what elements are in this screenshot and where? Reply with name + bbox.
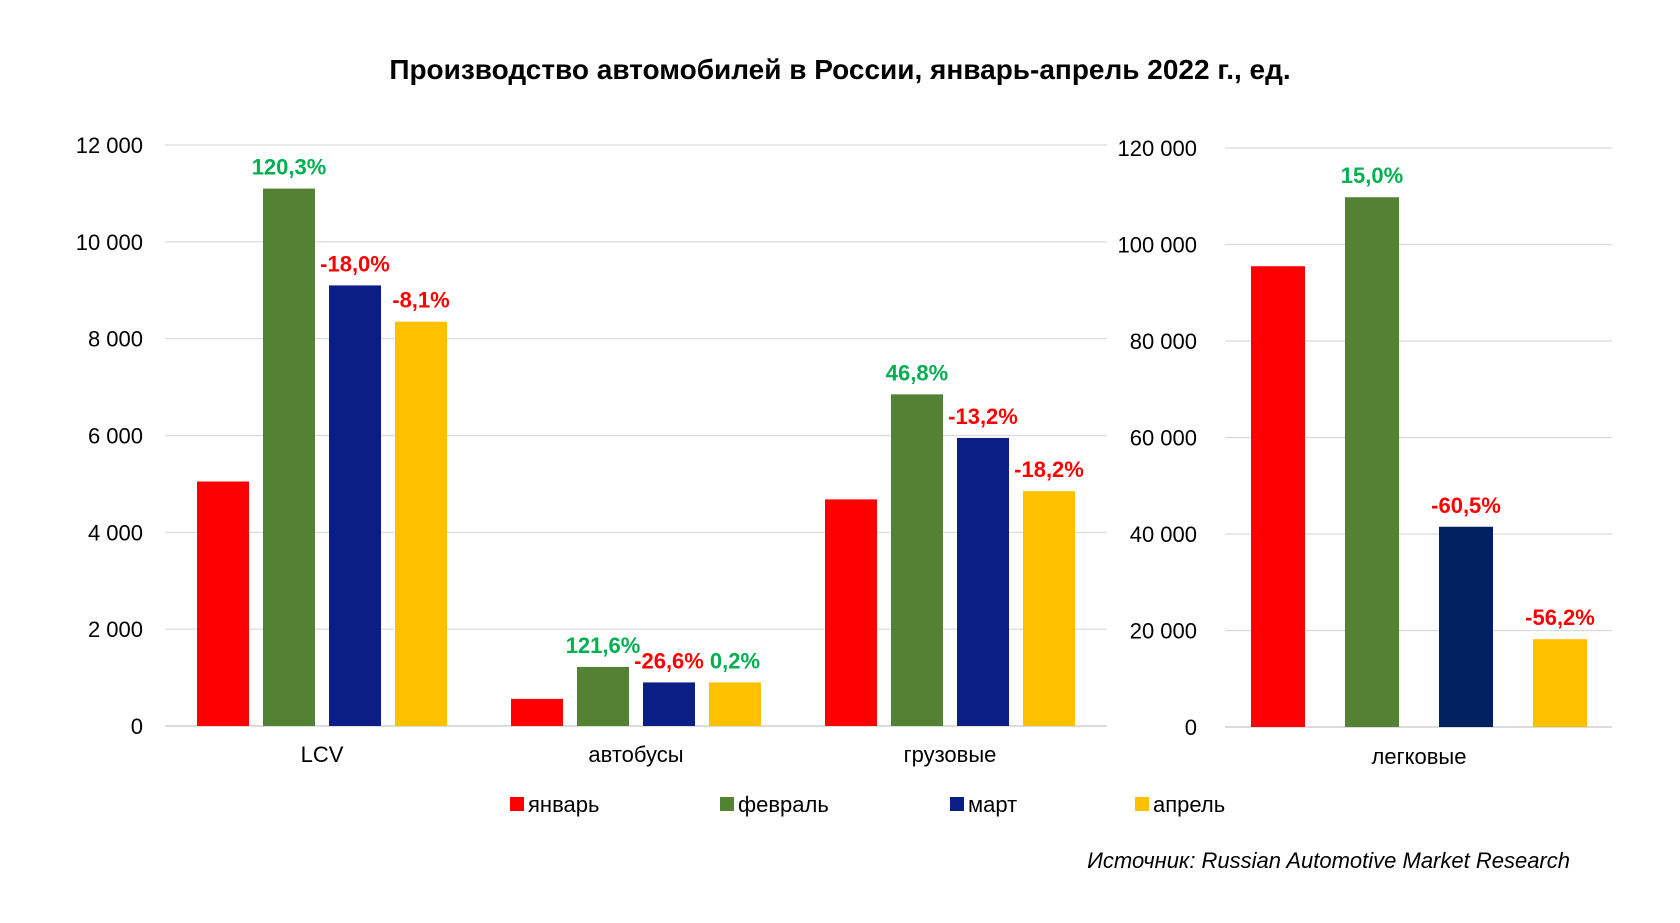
y-tick-label: 0 [1185, 715, 1197, 740]
source-note: Источник: Russian Automotive Market Rese… [1087, 848, 1570, 873]
y-tick-label: 120 000 [1117, 136, 1197, 161]
bar-апрель [709, 682, 761, 726]
bar-январь [825, 499, 877, 726]
y-tick-label: 10 000 [76, 230, 143, 255]
y-tick-label: 20 000 [1130, 619, 1197, 644]
bar-февраль [577, 666, 629, 726]
y-tick-label: 100 000 [1117, 233, 1197, 258]
legend-swatch-январь [510, 797, 524, 811]
bar-февраль [1345, 197, 1399, 728]
bar-апрель [1023, 491, 1075, 726]
y-tick-label: 12 000 [76, 133, 143, 158]
y-tick-label: 6 000 [88, 424, 143, 449]
data-label: -18,0% [320, 251, 390, 276]
legend-label: февраль [738, 792, 829, 817]
data-label: -56,2% [1525, 605, 1595, 630]
y-tick-label: 2 000 [88, 617, 143, 642]
bar-март [329, 285, 381, 726]
data-label: -26,6% [634, 648, 704, 673]
y-tick-label: 80 000 [1130, 329, 1197, 354]
legend-label: январь [528, 792, 599, 817]
bar-февраль [263, 188, 315, 726]
data-label: -18,2% [1014, 457, 1084, 482]
data-label: 120,3% [252, 155, 327, 180]
data-label: 0,2% [710, 648, 760, 673]
bar-январь [511, 698, 563, 726]
y-tick-label: 0 [131, 714, 143, 739]
data-label: 46,8% [886, 360, 948, 385]
y-tick-label: 60 000 [1130, 426, 1197, 451]
data-label: -8,1% [392, 288, 449, 313]
chart-title: Производство автомобилей в России, январ… [389, 54, 1291, 85]
legend-swatch-февраль [720, 797, 734, 811]
data-label: 121,6% [566, 633, 641, 658]
bar-март [1439, 526, 1493, 727]
bar-февраль [891, 394, 943, 726]
bar-апрель [1533, 639, 1587, 727]
y-tick-label: 40 000 [1130, 522, 1197, 547]
category-label: грузовые [904, 742, 997, 767]
bar-январь [1251, 266, 1305, 727]
legend-label: апрель [1153, 792, 1225, 817]
bar-январь [197, 481, 249, 726]
bar-апрель [395, 321, 447, 726]
legend-label: март [968, 792, 1017, 817]
bar-март [643, 682, 695, 726]
data-label: -13,2% [948, 404, 1018, 429]
y-tick-label: 8 000 [88, 327, 143, 352]
legend-swatch-апрель [1135, 797, 1149, 811]
category-label: LCV [301, 742, 344, 767]
category-label: автобусы [588, 742, 683, 767]
data-label: 15,0% [1341, 163, 1403, 188]
y-tick-label: 4 000 [88, 520, 143, 545]
legend-swatch-март [950, 797, 964, 811]
category-label: легковые [1372, 744, 1467, 769]
data-label: -60,5% [1431, 493, 1501, 518]
bar-март [957, 437, 1009, 726]
